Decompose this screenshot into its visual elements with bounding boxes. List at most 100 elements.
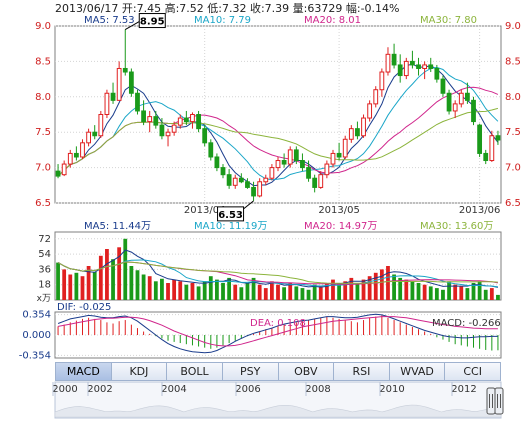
volume-bar bbox=[367, 276, 372, 300]
volume-bar bbox=[221, 283, 225, 300]
volume-ytick: 18 bbox=[38, 280, 51, 291]
volume-bar bbox=[428, 286, 433, 300]
tab-kdj[interactable]: KDJ bbox=[111, 362, 168, 381]
tab-cci[interactable]: CCI bbox=[445, 362, 501, 381]
candle-body bbox=[67, 152, 73, 165]
volume-bar bbox=[86, 266, 91, 300]
tab-psy[interactable]: PSY bbox=[222, 362, 279, 381]
candle-body bbox=[232, 177, 238, 186]
candle-body bbox=[122, 67, 128, 73]
volume-bar bbox=[276, 284, 280, 300]
candle-body bbox=[257, 181, 263, 197]
tab-macd[interactable]: MACD bbox=[55, 362, 112, 381]
candle-body bbox=[300, 160, 305, 169]
volume-bar bbox=[257, 284, 262, 300]
volume-bar bbox=[349, 277, 354, 300]
volume-bar bbox=[331, 279, 335, 300]
candle-body bbox=[159, 124, 165, 137]
candle-body bbox=[281, 160, 287, 165]
candle-body bbox=[80, 142, 85, 158]
candle-body bbox=[391, 53, 397, 66]
candle-body bbox=[128, 71, 134, 94]
candle-body bbox=[379, 71, 385, 91]
candle-body bbox=[452, 103, 458, 112]
candle-body bbox=[177, 117, 183, 126]
volume-bar bbox=[263, 288, 268, 300]
volume-bar bbox=[282, 287, 287, 300]
volume-bar bbox=[386, 266, 390, 300]
vol-ma30-line bbox=[57, 261, 498, 284]
macd-ytick: 0.000 bbox=[22, 330, 51, 341]
candle-body bbox=[434, 67, 440, 80]
price-xtick: 2013/05 bbox=[318, 205, 360, 216]
max-label: 8.95 bbox=[140, 17, 165, 28]
min-pointer bbox=[243, 200, 254, 210]
price-ytick-left: 8.5 bbox=[35, 56, 51, 67]
candle-body bbox=[165, 131, 171, 137]
volume-ytick: 54 bbox=[38, 249, 51, 260]
candle-body bbox=[190, 114, 195, 123]
volume-legend-item: MA10: 11.19万 bbox=[194, 221, 267, 232]
price-legend-item: MA30: 7.80 bbox=[420, 15, 477, 26]
tab-rsi[interactable]: RSI bbox=[334, 362, 390, 381]
price-ytick-left: 8.0 bbox=[35, 92, 51, 103]
timeline-year: 2006 bbox=[235, 384, 260, 395]
candle-body bbox=[98, 114, 104, 137]
volume-bar bbox=[294, 286, 299, 300]
volume-bar bbox=[489, 288, 494, 300]
volume-bar bbox=[269, 281, 274, 300]
candle-body bbox=[342, 138, 348, 158]
volume-bar bbox=[153, 281, 158, 300]
candle-body bbox=[263, 177, 269, 183]
candle-body bbox=[330, 152, 336, 165]
price-legend-item: MA5: 7.53 bbox=[84, 15, 135, 26]
volume-bar bbox=[117, 247, 122, 300]
candle-body bbox=[147, 116, 153, 123]
volume-bar bbox=[471, 283, 476, 300]
tab-boll[interactable]: BOLL bbox=[167, 362, 223, 381]
volume-bar bbox=[404, 279, 409, 300]
min-label-box bbox=[217, 206, 245, 222]
timeline-left-handle[interactable] bbox=[486, 387, 496, 415]
candle-body bbox=[440, 78, 446, 94]
candle-body bbox=[269, 167, 275, 179]
price-ytick-left: 9.0 bbox=[35, 21, 51, 32]
macd-ytick: -0.354 bbox=[19, 350, 51, 361]
volume-bar bbox=[227, 277, 232, 300]
price-ytick-right: 6.5 bbox=[505, 198, 521, 209]
volume-bar bbox=[496, 294, 500, 300]
macd-ytick: 0.354 bbox=[22, 310, 51, 321]
candle-body bbox=[141, 110, 146, 123]
candle-body bbox=[403, 60, 409, 77]
volume-bar bbox=[373, 272, 378, 300]
volume-bar bbox=[178, 281, 183, 300]
volume-bar bbox=[251, 277, 256, 300]
candle-body bbox=[171, 124, 177, 133]
candle-body bbox=[397, 64, 403, 77]
tab-obv[interactable]: OBV bbox=[278, 362, 335, 381]
candle-body bbox=[135, 92, 140, 112]
volume-bar bbox=[447, 281, 451, 300]
dif-line bbox=[57, 313, 498, 354]
volume-bar bbox=[343, 281, 348, 300]
price-legend-item: MA10: 7.79 bbox=[194, 15, 251, 26]
volume-bar bbox=[208, 276, 213, 300]
candle-body bbox=[220, 167, 226, 176]
volume-bar bbox=[459, 286, 464, 300]
volume-bar bbox=[361, 279, 366, 300]
price-ytick-right: 7.5 bbox=[505, 127, 521, 138]
candle-body bbox=[275, 160, 281, 169]
candle-body bbox=[465, 92, 470, 101]
volume-bar bbox=[111, 259, 115, 300]
volume-bar bbox=[129, 266, 134, 300]
volume-bar bbox=[434, 288, 439, 300]
timeline-right-handle[interactable] bbox=[494, 387, 504, 415]
tab-wvad[interactable]: WVAD bbox=[389, 362, 446, 381]
candle-body bbox=[245, 181, 250, 188]
candle-body bbox=[92, 131, 98, 137]
volume-bar bbox=[160, 278, 164, 300]
volume-bar bbox=[324, 283, 329, 300]
price-legend-item: MA20: 8.01 bbox=[304, 15, 361, 26]
candle-body bbox=[251, 186, 256, 197]
